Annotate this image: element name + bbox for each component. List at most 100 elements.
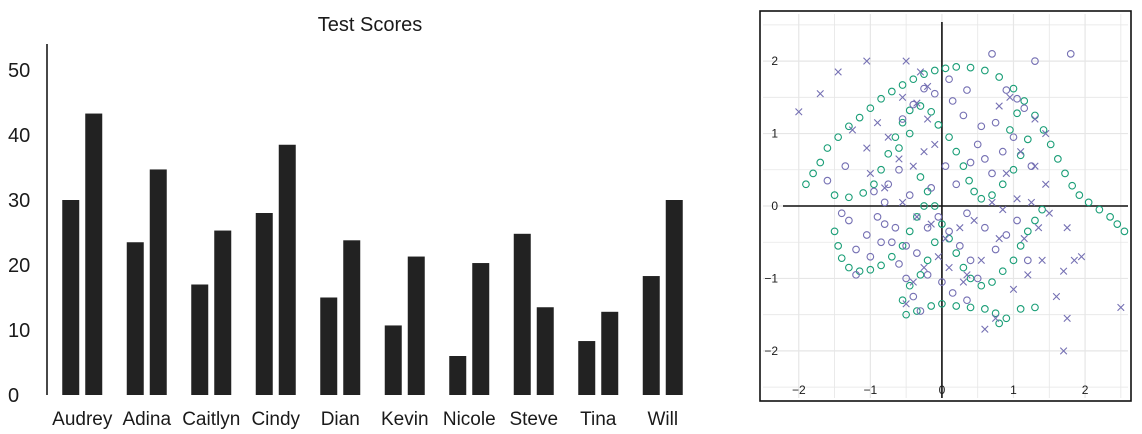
scatter-point-circle: [887, 252, 896, 261]
scatter-point-circle: [970, 187, 978, 196]
scatter-point-circle: [963, 296, 971, 305]
scatter-point-circle: [884, 180, 893, 189]
scatter-point-cross: [873, 118, 882, 127]
scatter-point-cross: [1009, 285, 1018, 294]
scatter-point-circle: [1013, 94, 1021, 103]
scatter-point-circle: [920, 84, 928, 93]
scatter-point-cross: [834, 68, 842, 76]
y-tick-label: −1: [764, 271, 778, 285]
scatter-point-circle: [952, 302, 961, 310]
scatter-point-circle: [934, 213, 943, 221]
scatter-point-cross: [795, 108, 803, 116]
x-tick-label: Cindy: [251, 409, 300, 430]
bar-steve-2: [536, 307, 554, 395]
scatter-point-circle: [905, 191, 914, 199]
scatter-point-circle: [877, 94, 885, 103]
x-tick-label: Caitlyn: [182, 409, 240, 430]
scatter-point-circle: [866, 265, 875, 274]
scatter-point-circle: [959, 162, 968, 171]
scatter-point-circle: [855, 113, 864, 122]
scatter-point-cross: [927, 220, 935, 228]
y-tick-label: 1: [771, 127, 778, 141]
scatter-point-circle: [1031, 303, 1039, 312]
scatter-point-cross: [1052, 292, 1061, 301]
scatter-point-cross: [988, 198, 996, 207]
y-tick-label: 30: [8, 190, 30, 212]
scatter-point-cross: [1031, 162, 1039, 170]
scatter-point-circle: [902, 274, 910, 283]
scatter-point-circle: [905, 227, 914, 236]
scatter-point-circle: [973, 140, 982, 149]
scatter-point-circle: [981, 305, 989, 313]
x-tick-label: Adina: [122, 409, 171, 430]
scatter-point-circle: [830, 191, 839, 199]
scatter-point-circle: [1020, 104, 1029, 113]
scatter-point-circle: [952, 249, 961, 257]
scatter-point-circle: [905, 281, 914, 290]
scatter-point-circle: [930, 202, 939, 210]
scatter-point-circle: [938, 278, 946, 286]
scatter-point-cross: [1027, 198, 1036, 207]
scatter-point-circle: [873, 213, 882, 221]
bar-adina-2: [149, 169, 167, 395]
scatter-point-circle: [941, 162, 950, 171]
scatter-point-circle: [927, 302, 936, 310]
scatter-point-circle: [952, 180, 961, 189]
scatter-point-cross: [995, 234, 1003, 243]
scatter-point-circle: [945, 75, 953, 84]
x-tick-label: 2: [1082, 383, 1089, 397]
scatter-point-circle: [1075, 191, 1084, 199]
scatter-point-cross: [1077, 253, 1086, 261]
scatter-point-circle: [1009, 133, 1018, 142]
scatter-point-circle: [1009, 165, 1018, 174]
bar-caitlyn-2: [214, 230, 232, 395]
scatter-point-circle: [1061, 169, 1069, 178]
scatter-point-circle: [823, 144, 832, 152]
scatter-point-cross: [816, 90, 824, 98]
scatter-point-cross: [945, 263, 953, 272]
scatter-point-circle: [884, 149, 893, 158]
scatter-point-circle: [965, 176, 973, 185]
scatter-point-cross: [863, 144, 871, 152]
bar-chart: Test Scores 0 10 20 30 40 50 Audrey Adina Caitl…: [8, 14, 683, 430]
scatter-point-circle: [891, 133, 900, 142]
x-tick-label: Audrey: [52, 409, 113, 430]
scatter-point-cross: [991, 314, 1000, 322]
x-tick-label: 0: [939, 383, 946, 397]
scatter-point-cross: [1034, 224, 1043, 232]
bar-kevin-2: [407, 256, 425, 395]
scatter-point-circle: [995, 319, 1004, 328]
scatter-point-cross: [941, 234, 950, 243]
scatter-point-circle: [1031, 216, 1039, 225]
scatter-point-circle: [945, 133, 953, 142]
scatter-point-circle: [823, 176, 832, 185]
scatter-point-circle: [991, 245, 1000, 254]
scatter-point-circle: [1039, 126, 1048, 134]
scatter-point-cross: [963, 271, 971, 279]
y-tick-label: 20: [8, 255, 30, 277]
scatter-point-circle: [895, 165, 903, 174]
scatter-point-circle: [927, 107, 936, 116]
x-tick-label: Tina: [580, 409, 617, 430]
scatter-point-circle: [1054, 155, 1062, 163]
scatter-point-cross: [920, 147, 928, 156]
scatter-point-circle: [816, 158, 825, 167]
scatter-point-cross: [895, 155, 903, 163]
scatter-point-circle: [948, 97, 957, 105]
scatter-point-circle: [952, 63, 961, 71]
x-tick-label: Kevin: [381, 409, 429, 430]
scatter-point-circle: [1002, 86, 1011, 94]
scatter-point-circle: [998, 147, 1007, 156]
scatter-point-circle: [1113, 220, 1122, 228]
scatter-point-circle: [934, 121, 943, 129]
scatter-point-cross: [959, 278, 968, 286]
scatter-point-circle: [834, 133, 842, 142]
scatter-point-circle: [930, 66, 939, 75]
scatter-point-circle: [845, 193, 853, 202]
scatter-point-circle: [1084, 198, 1093, 207]
scatter-point-cross: [909, 162, 917, 170]
scatter-point-cross: [923, 115, 932, 123]
scatter-point-circle: [1095, 205, 1104, 214]
